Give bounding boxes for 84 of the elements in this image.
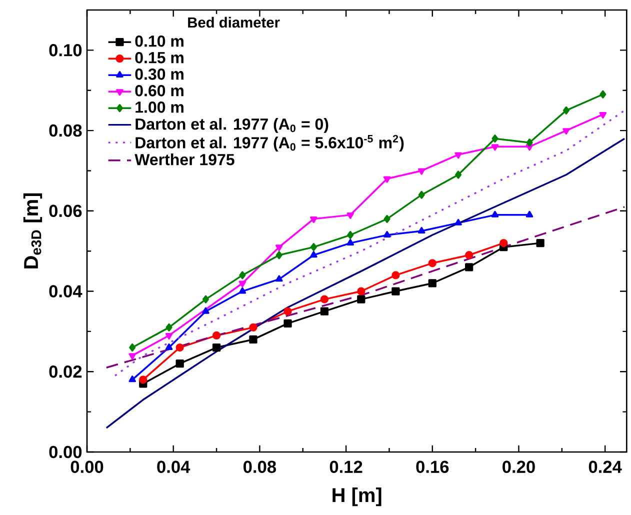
point [347, 230, 354, 240]
point [128, 353, 136, 360]
point [202, 295, 209, 304]
legend-label: 0.10 m [135, 35, 184, 47]
point [392, 271, 400, 280]
point [465, 251, 474, 260]
point [357, 295, 366, 304]
point [128, 376, 136, 382]
point [139, 376, 148, 384]
point [284, 307, 292, 316]
x-axis-title: H [m] [332, 487, 382, 506]
point [392, 287, 400, 296]
point [492, 134, 498, 143]
y-tick-label: 0.08 [49, 124, 82, 137]
point [418, 226, 426, 234]
point [275, 275, 283, 282]
point [357, 287, 366, 296]
x-tick-label: 0.20 [502, 460, 535, 473]
point [212, 331, 221, 340]
point [310, 216, 318, 224]
y-axis-title: D$_{e3D}$ [m] [23, 193, 42, 268]
point [418, 190, 425, 199]
point [346, 238, 354, 246]
point [491, 144, 499, 151]
point [276, 251, 282, 260]
point [310, 243, 317, 252]
point [428, 259, 436, 268]
legend-label: 0.30 m [135, 68, 184, 80]
point [310, 251, 318, 258]
point [249, 323, 258, 332]
point [383, 230, 391, 238]
legend-label: 0.60 m [135, 85, 184, 96]
point [176, 360, 184, 368]
point [284, 319, 292, 328]
point [238, 280, 246, 288]
point [238, 287, 246, 294]
point [465, 263, 474, 272]
y-tick-label: 0.06 [49, 204, 82, 218]
point [320, 307, 329, 316]
y-tick-label: 0.10 [49, 44, 82, 56]
point [239, 271, 246, 280]
point [212, 343, 221, 352]
point [249, 335, 258, 344]
point [202, 307, 210, 314]
line-series [106, 206, 626, 368]
point [562, 128, 570, 135]
point [384, 214, 390, 224]
x-tick-label: 0.12 [330, 460, 362, 473]
point [418, 168, 426, 175]
point [129, 343, 136, 352]
point [275, 244, 283, 252]
x-tick-label: 0.08 [244, 460, 276, 473]
point [383, 176, 391, 183]
legend-label: Darton et al. 1977 (A$_{0}$ = 5.6x10$^{-5}$ m$^{2}$) [136, 134, 404, 152]
x-tick-label: 0.04 [157, 460, 190, 473]
x-tick-label: 0.00 [70, 460, 104, 473]
point [562, 106, 570, 115]
legend-label: 0.15 m [135, 52, 184, 64]
point [320, 295, 329, 304]
point [166, 323, 172, 332]
legend-label: 1.00 m [136, 102, 184, 113]
point [500, 238, 508, 248]
point [455, 170, 462, 179]
point [176, 343, 184, 352]
y-tick-label: 0.04 [49, 285, 82, 298]
point [165, 333, 173, 340]
point [526, 138, 533, 147]
y-tick-label: 0.02 [49, 365, 82, 378]
y-tick-label: 0.00 [49, 446, 82, 458]
point [428, 279, 436, 288]
point [454, 152, 462, 159]
point [599, 112, 607, 119]
legend-label: Darton et al. 1977 (A$_{0}$ = 0) [136, 118, 328, 133]
legend-label: Werther 1975 [134, 154, 234, 166]
legend-title: Bed diameter [188, 16, 280, 28]
point [165, 343, 173, 350]
point [346, 212, 354, 219]
point [454, 218, 462, 226]
point [491, 210, 499, 218]
x-tick-label: 0.24 [588, 460, 622, 473]
point [600, 90, 606, 98]
point [536, 238, 544, 248]
point [526, 210, 534, 218]
x-tick-label: 0.16 [416, 460, 449, 473]
